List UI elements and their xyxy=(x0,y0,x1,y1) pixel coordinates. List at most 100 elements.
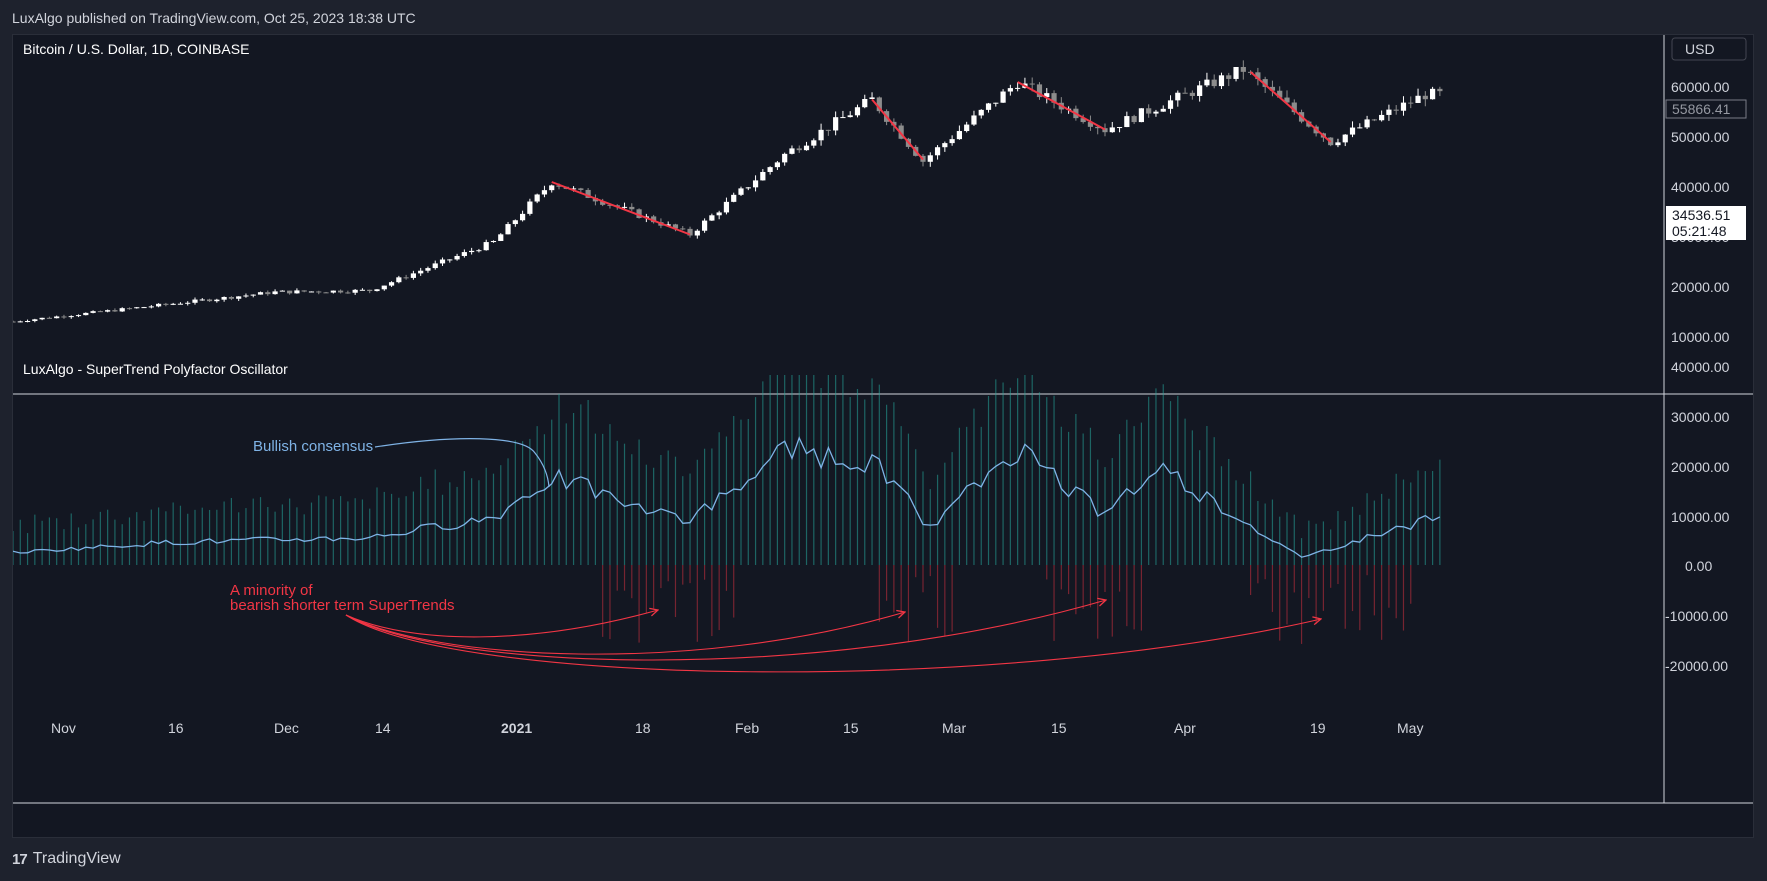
candle-body xyxy=(840,117,846,119)
chart-canvas[interactable]: Bitcoin / U.S. Dollar, 1D, COINBASE LuxA… xyxy=(13,35,1753,837)
candle-body xyxy=(454,255,460,260)
candle-body xyxy=(1189,92,1195,96)
candle-body xyxy=(272,291,278,295)
candle-body xyxy=(520,213,526,221)
bullish-annotation: Bullish consensus xyxy=(253,438,550,488)
candle-body xyxy=(694,230,700,236)
candle-body xyxy=(403,277,409,279)
candle-body xyxy=(54,316,60,319)
candle-body xyxy=(1146,108,1152,114)
candle-body xyxy=(731,194,737,202)
candle-body xyxy=(549,185,555,191)
candle-body xyxy=(287,290,293,294)
oscillator-axis[interactable]: 40000.00 30000.00 20000.00 10000.00 0.00… xyxy=(1665,359,1730,674)
candle-body xyxy=(1408,102,1414,104)
candle-body xyxy=(294,290,300,294)
bearish-arrow-3 xyxy=(345,600,1106,661)
tradingview-logo-icon: 17 xyxy=(12,850,28,868)
candle-body xyxy=(745,187,751,189)
candle-body xyxy=(221,296,227,300)
candle-body xyxy=(621,206,628,208)
candle-body xyxy=(672,224,679,229)
candle-body xyxy=(374,289,380,292)
candle-body xyxy=(170,303,176,305)
bearish-arrow-2 xyxy=(345,612,905,655)
bearish-arrow-4 xyxy=(345,614,1321,673)
candle-body xyxy=(1226,75,1232,79)
candle-body xyxy=(13,321,16,323)
candle-body xyxy=(199,299,205,301)
candle-body xyxy=(432,263,438,269)
candle-body xyxy=(1124,116,1130,128)
candle-body xyxy=(862,99,868,108)
candle-body xyxy=(1342,134,1348,143)
candle-body xyxy=(833,117,839,131)
candle-body xyxy=(228,296,234,299)
candle-body xyxy=(760,171,766,181)
candle-body xyxy=(243,295,249,297)
price-tick-60000: 60000.00 xyxy=(1671,79,1730,95)
bearish-annotation-line2: bearish shorter term SuperTrends xyxy=(230,597,455,614)
candle-body xyxy=(600,201,606,205)
time-label-nov: Nov xyxy=(51,720,76,736)
candle-body xyxy=(534,194,540,202)
candle-body xyxy=(156,303,162,307)
candle-body xyxy=(665,224,671,226)
candle-body xyxy=(250,294,256,296)
candle-body xyxy=(388,282,395,286)
candle-body xyxy=(1379,114,1385,121)
candle-body xyxy=(949,139,955,144)
candle-body xyxy=(483,242,489,251)
candle-body xyxy=(556,185,562,187)
supertrend-segment xyxy=(871,98,924,161)
candle-body xyxy=(1284,97,1290,103)
time-label-15a: 15 xyxy=(843,720,859,736)
osc-tick-30000: 30000.00 xyxy=(1671,409,1730,425)
bearish-annotation-line1: A minority of xyxy=(230,582,313,599)
candle-body xyxy=(1182,92,1188,94)
current-price-box xyxy=(1666,206,1746,240)
candle-body xyxy=(126,308,133,310)
time-label-14: 14 xyxy=(375,720,391,736)
candle-body xyxy=(469,250,475,253)
candle-body xyxy=(1422,95,1428,100)
candle-body xyxy=(1007,88,1013,92)
candle-body xyxy=(236,296,242,299)
footer-logo[interactable]: 17 TradingView xyxy=(12,850,121,868)
countdown-label: 05:21:48 xyxy=(1672,223,1727,239)
candle-body xyxy=(461,252,467,256)
candle-body xyxy=(869,97,875,100)
candle-body xyxy=(17,321,23,323)
candle-body xyxy=(1262,79,1268,87)
candle-body xyxy=(367,289,373,292)
price-axis[interactable]: USD 60000.00 50000.00 40000.00 30000.00 … xyxy=(1665,37,1747,345)
candle-body xyxy=(1349,127,1356,135)
candle-body xyxy=(1277,90,1283,98)
candle-body xyxy=(796,148,802,151)
candle-body xyxy=(818,129,824,141)
candle-body xyxy=(1357,127,1363,129)
candle-body xyxy=(1153,111,1159,114)
candle-body xyxy=(119,308,125,312)
footer-brand: TradingView xyxy=(32,850,121,867)
candle-body xyxy=(752,180,759,188)
candle-body xyxy=(105,310,111,312)
time-axis[interactable]: Nov 16 Dec 14 2021 18 Feb 15 Mar 15 Apr … xyxy=(51,720,1423,736)
candle-body xyxy=(257,292,264,295)
candle-body xyxy=(39,317,45,320)
chart-frame[interactable]: Bitcoin / U.S. Dollar, 1D, COINBASE LuxA… xyxy=(12,34,1754,838)
candle-body xyxy=(1233,66,1239,79)
time-label-apr: Apr xyxy=(1174,720,1196,736)
candle-body xyxy=(83,312,89,316)
candle-body xyxy=(1197,85,1203,96)
price-tick-40000: 40000.00 xyxy=(1671,179,1730,195)
candle-body xyxy=(1138,108,1144,123)
candle-body xyxy=(1029,83,1035,85)
candle-body xyxy=(789,148,795,154)
candle-body xyxy=(1255,72,1261,80)
candle-body xyxy=(396,277,402,283)
candle-body xyxy=(1131,116,1137,123)
currency-button[interactable] xyxy=(1671,37,1747,61)
candle-body xyxy=(352,289,358,293)
current-price-label: 34536.51 xyxy=(1672,207,1731,223)
